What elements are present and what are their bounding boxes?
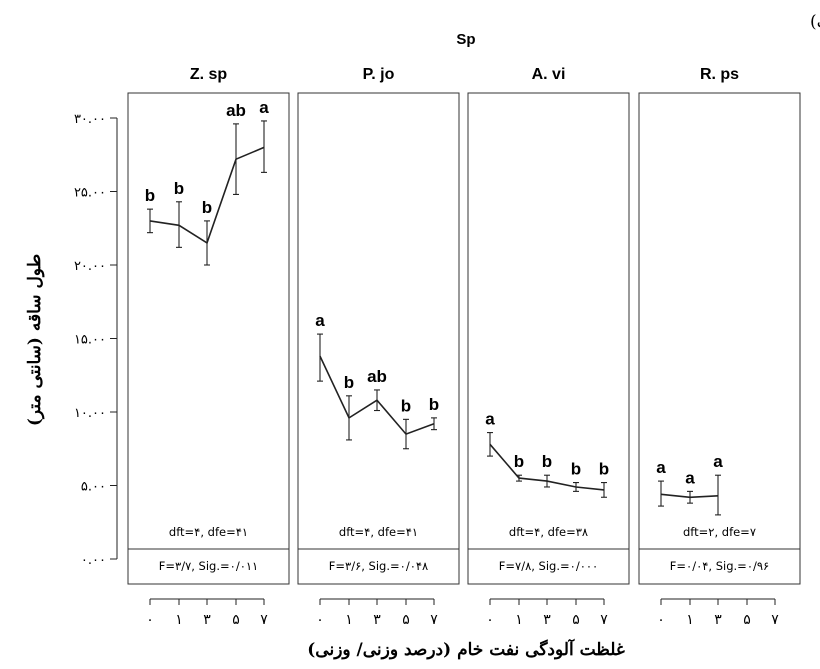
x-tick-label: ۰ [316, 612, 324, 628]
x-tick-label: ۵ [402, 612, 410, 628]
x-axis-label: غلظت آلودگی نفت خام (درصد وزنی/ وزنی) [307, 638, 625, 660]
x-tick-label: ۳ [373, 612, 381, 628]
x-tick-label: ۷ [430, 612, 438, 628]
significance-letter: b [344, 373, 354, 392]
significance-letter: b [542, 452, 552, 471]
y-tick-label: ۳۰.۰۰ [74, 112, 106, 127]
panel-frame [297, 92, 460, 585]
x-tick-label: ۱ [345, 612, 353, 628]
stat-line-2: F=۷/۸, Sig.=۰/۰۰۰ [499, 559, 598, 573]
x-tick-label: ۰ [486, 612, 494, 628]
panel-frame [127, 92, 290, 585]
y-tick-label: ۰.۰۰ [81, 553, 106, 568]
panel-frame [638, 92, 801, 585]
significance-letter: b [202, 198, 212, 217]
stat-line-1: dft=۴, dfe=۴۱ [339, 525, 418, 539]
x-tick-label: ۰ [657, 612, 665, 628]
significance-letter: b [174, 179, 184, 198]
y-tick-label: ۱۰.۰۰ [74, 406, 106, 421]
significance-letter: b [599, 460, 609, 479]
x-tick-label: ۱ [686, 612, 694, 628]
significance-letter: ab [226, 101, 246, 120]
significance-letter: b [145, 186, 155, 205]
y-axis: ۰.۰۰ ۵.۰۰ ۱۰.۰۰ ۱۵.۰۰ ۲۰.۰۰ ۲۵.۰۰ ۳۰.۰۰ [74, 112, 118, 568]
x-tick-label: ۵ [232, 612, 240, 628]
significance-letter: a [259, 98, 269, 117]
y-axis-label: طول ساقه (سانتی متر) [25, 254, 45, 426]
panel-frame [467, 92, 630, 585]
x-tick-label: ۷ [771, 612, 779, 628]
stat-line-1: dft=۲, dfe=۷ [683, 525, 756, 539]
x-tick-label: ۱ [515, 612, 523, 628]
significance-letter: b [571, 460, 581, 479]
x-tick-label: ۳ [543, 612, 551, 628]
significance-letter: ab [367, 367, 387, 386]
significance-letter: a [685, 468, 695, 487]
significance-letter: a [485, 410, 495, 429]
significance-letter: b [429, 395, 439, 414]
x-tick-label: ۳ [714, 612, 722, 628]
x-tick-label: ۰ [146, 612, 154, 628]
significance-letter: a [713, 452, 723, 471]
y-tick-label: ۵.۰۰ [81, 480, 106, 495]
stat-line-2: F=۰/۰۴, Sig.=۰/۹۶ [670, 559, 769, 573]
stat-line-2: F=۳/۶, Sig.=۰/۰۴۸ [329, 559, 428, 573]
significance-letter: b [514, 452, 524, 471]
y-tick-label: ۲۵.۰۰ [74, 186, 106, 201]
significance-letter: a [656, 458, 666, 477]
significance-letter: b [401, 396, 411, 415]
panel-title: Z. sp [190, 66, 228, 83]
x-tick-label: ۷ [600, 612, 608, 628]
stat-line-1: dft=۴, dfe=۴۱ [169, 525, 248, 539]
figure-label: (الف) [810, 12, 820, 32]
y-tick-label: ۱۵.۰۰ [74, 333, 106, 348]
x-tick-label: ۱ [175, 612, 183, 628]
stat-line-1: dft=۴, dfe=۳۸ [509, 525, 588, 539]
x-tick-label: ۳ [203, 612, 211, 628]
facet-title: Sp [456, 31, 475, 48]
stat-line-2: F=۳/۷, Sig.=۰/۰۱۱ [159, 559, 258, 573]
x-tick-label: ۵ [572, 612, 580, 628]
y-tick-label: ۲۰.۰۰ [74, 259, 106, 274]
x-tick-label: ۵ [743, 612, 751, 628]
panel-title: P. jo [363, 66, 395, 83]
significance-letter: a [315, 311, 325, 330]
x-tick-label: ۷ [260, 612, 268, 628]
panel-title: A. vi [532, 66, 566, 83]
panel-title: R. ps [700, 66, 739, 83]
